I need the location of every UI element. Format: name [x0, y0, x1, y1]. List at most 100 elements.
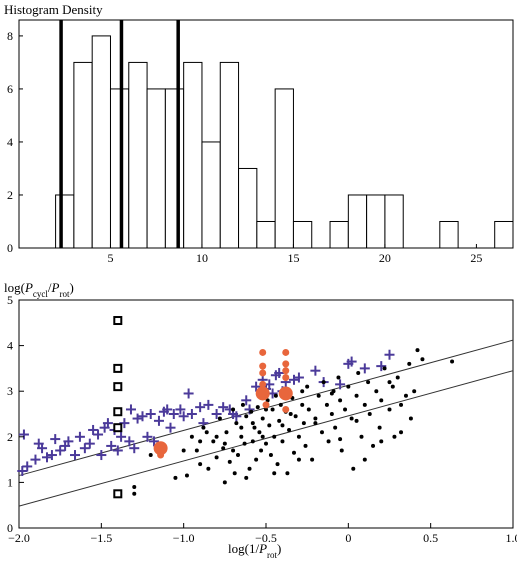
dot-point	[362, 457, 367, 462]
dot-point	[349, 416, 354, 421]
histogram-bar	[347, 194, 368, 249]
dot-point	[260, 416, 265, 421]
plus-point	[129, 443, 140, 454]
histogram-panel: Histogram Density 5 10 15 20 25 0 2 4 6 8	[4, 2, 514, 265]
dot-point	[250, 439, 255, 444]
scatter-x-tick-label: −2.0	[8, 531, 30, 545]
dot-point	[324, 402, 329, 407]
plus-point	[41, 452, 52, 463]
dot-point	[371, 443, 376, 448]
dot-point	[272, 471, 277, 476]
scatter-y-tick-label: 4	[7, 339, 13, 353]
histogram-bar	[201, 141, 221, 249]
orange-point-small	[259, 380, 267, 388]
dot-point	[338, 398, 343, 403]
histogram-bar	[146, 88, 166, 249]
scatter-x-tick-label: 0	[345, 531, 351, 545]
plus-point	[288, 374, 299, 385]
dot-point	[234, 421, 239, 426]
histogram-title: Histogram Density	[4, 2, 103, 17]
plus-point	[137, 411, 148, 422]
orange-point-small	[282, 405, 290, 413]
dot-point	[377, 425, 382, 430]
dot-point	[403, 393, 408, 398]
histogram-bar	[439, 220, 459, 249]
plus-point	[153, 415, 164, 426]
scatter-y-tick-label: 2	[7, 430, 13, 444]
plus-point	[211, 409, 222, 419]
plus-point	[102, 418, 113, 429]
dot-point	[204, 430, 209, 435]
plus-point	[112, 445, 123, 456]
plus-point	[119, 418, 130, 429]
dot-point	[395, 375, 400, 380]
dot-point	[339, 448, 344, 453]
dot-point	[379, 398, 384, 403]
histogram-x-tick-label: 25	[470, 251, 482, 265]
scatter-x-tick-label: −1.0	[173, 531, 195, 545]
dot-point	[293, 414, 298, 419]
dot-point	[236, 453, 241, 458]
histogram-bar	[274, 88, 294, 249]
dot-point	[343, 407, 348, 412]
square-point	[113, 316, 123, 326]
histogram-bar	[183, 61, 203, 249]
plus-point	[132, 413, 143, 424]
dot-point	[326, 439, 331, 444]
square-point	[113, 407, 123, 417]
plus-point	[84, 438, 95, 449]
square-point	[113, 423, 123, 433]
dot-point	[399, 402, 404, 407]
dot-point	[252, 425, 257, 430]
orange-point-large	[153, 441, 168, 456]
scatter-y-tick-label: 3	[7, 384, 13, 398]
dot-point	[255, 405, 260, 410]
plus-point	[165, 422, 176, 433]
dot-point	[277, 418, 282, 423]
plus-point	[30, 454, 41, 465]
histogram-y-tick-label: 0	[7, 241, 13, 255]
dot-point	[132, 484, 137, 489]
dot-point	[189, 434, 194, 439]
dot-point	[415, 348, 420, 353]
plus-point	[195, 402, 206, 413]
dot-point	[356, 370, 361, 375]
dot-point	[362, 402, 367, 407]
histogram-bar	[238, 167, 258, 249]
dot-point	[247, 466, 252, 471]
plus-point	[186, 409, 197, 419]
dot-point	[296, 434, 301, 439]
dot-point	[329, 412, 334, 416]
scatter-frame	[18, 299, 514, 529]
scatter-x-tick-label: −1.5	[90, 531, 112, 545]
dot-point	[244, 475, 249, 480]
plus-point	[22, 461, 33, 472]
dot-point	[296, 457, 301, 462]
dot-point	[408, 416, 413, 421]
plus-point	[145, 409, 156, 419]
plus-point	[183, 388, 194, 399]
dot-point	[420, 357, 425, 362]
dot-point	[249, 409, 254, 414]
dot-point	[275, 462, 280, 467]
histogram-bar	[109, 88, 130, 249]
histogram-x-tick-label: 15	[287, 251, 299, 265]
plus-point	[125, 404, 136, 415]
plus-point	[116, 431, 127, 442]
scatter-x-tick-label: 0.5	[423, 531, 438, 545]
dot-point	[214, 434, 219, 439]
plus-point	[162, 404, 173, 415]
dot-point	[287, 427, 292, 432]
dot-point	[285, 471, 290, 476]
plus-point	[88, 424, 99, 435]
orange-point-small	[259, 369, 267, 377]
dot-point	[412, 389, 417, 394]
dot-point	[387, 380, 392, 385]
dot-point	[148, 453, 153, 458]
plus-point	[218, 402, 229, 413]
dot-point	[270, 407, 275, 412]
dot-point	[280, 439, 285, 444]
plus-point	[274, 367, 285, 378]
scatter-y-tick-label: 0	[7, 521, 13, 535]
